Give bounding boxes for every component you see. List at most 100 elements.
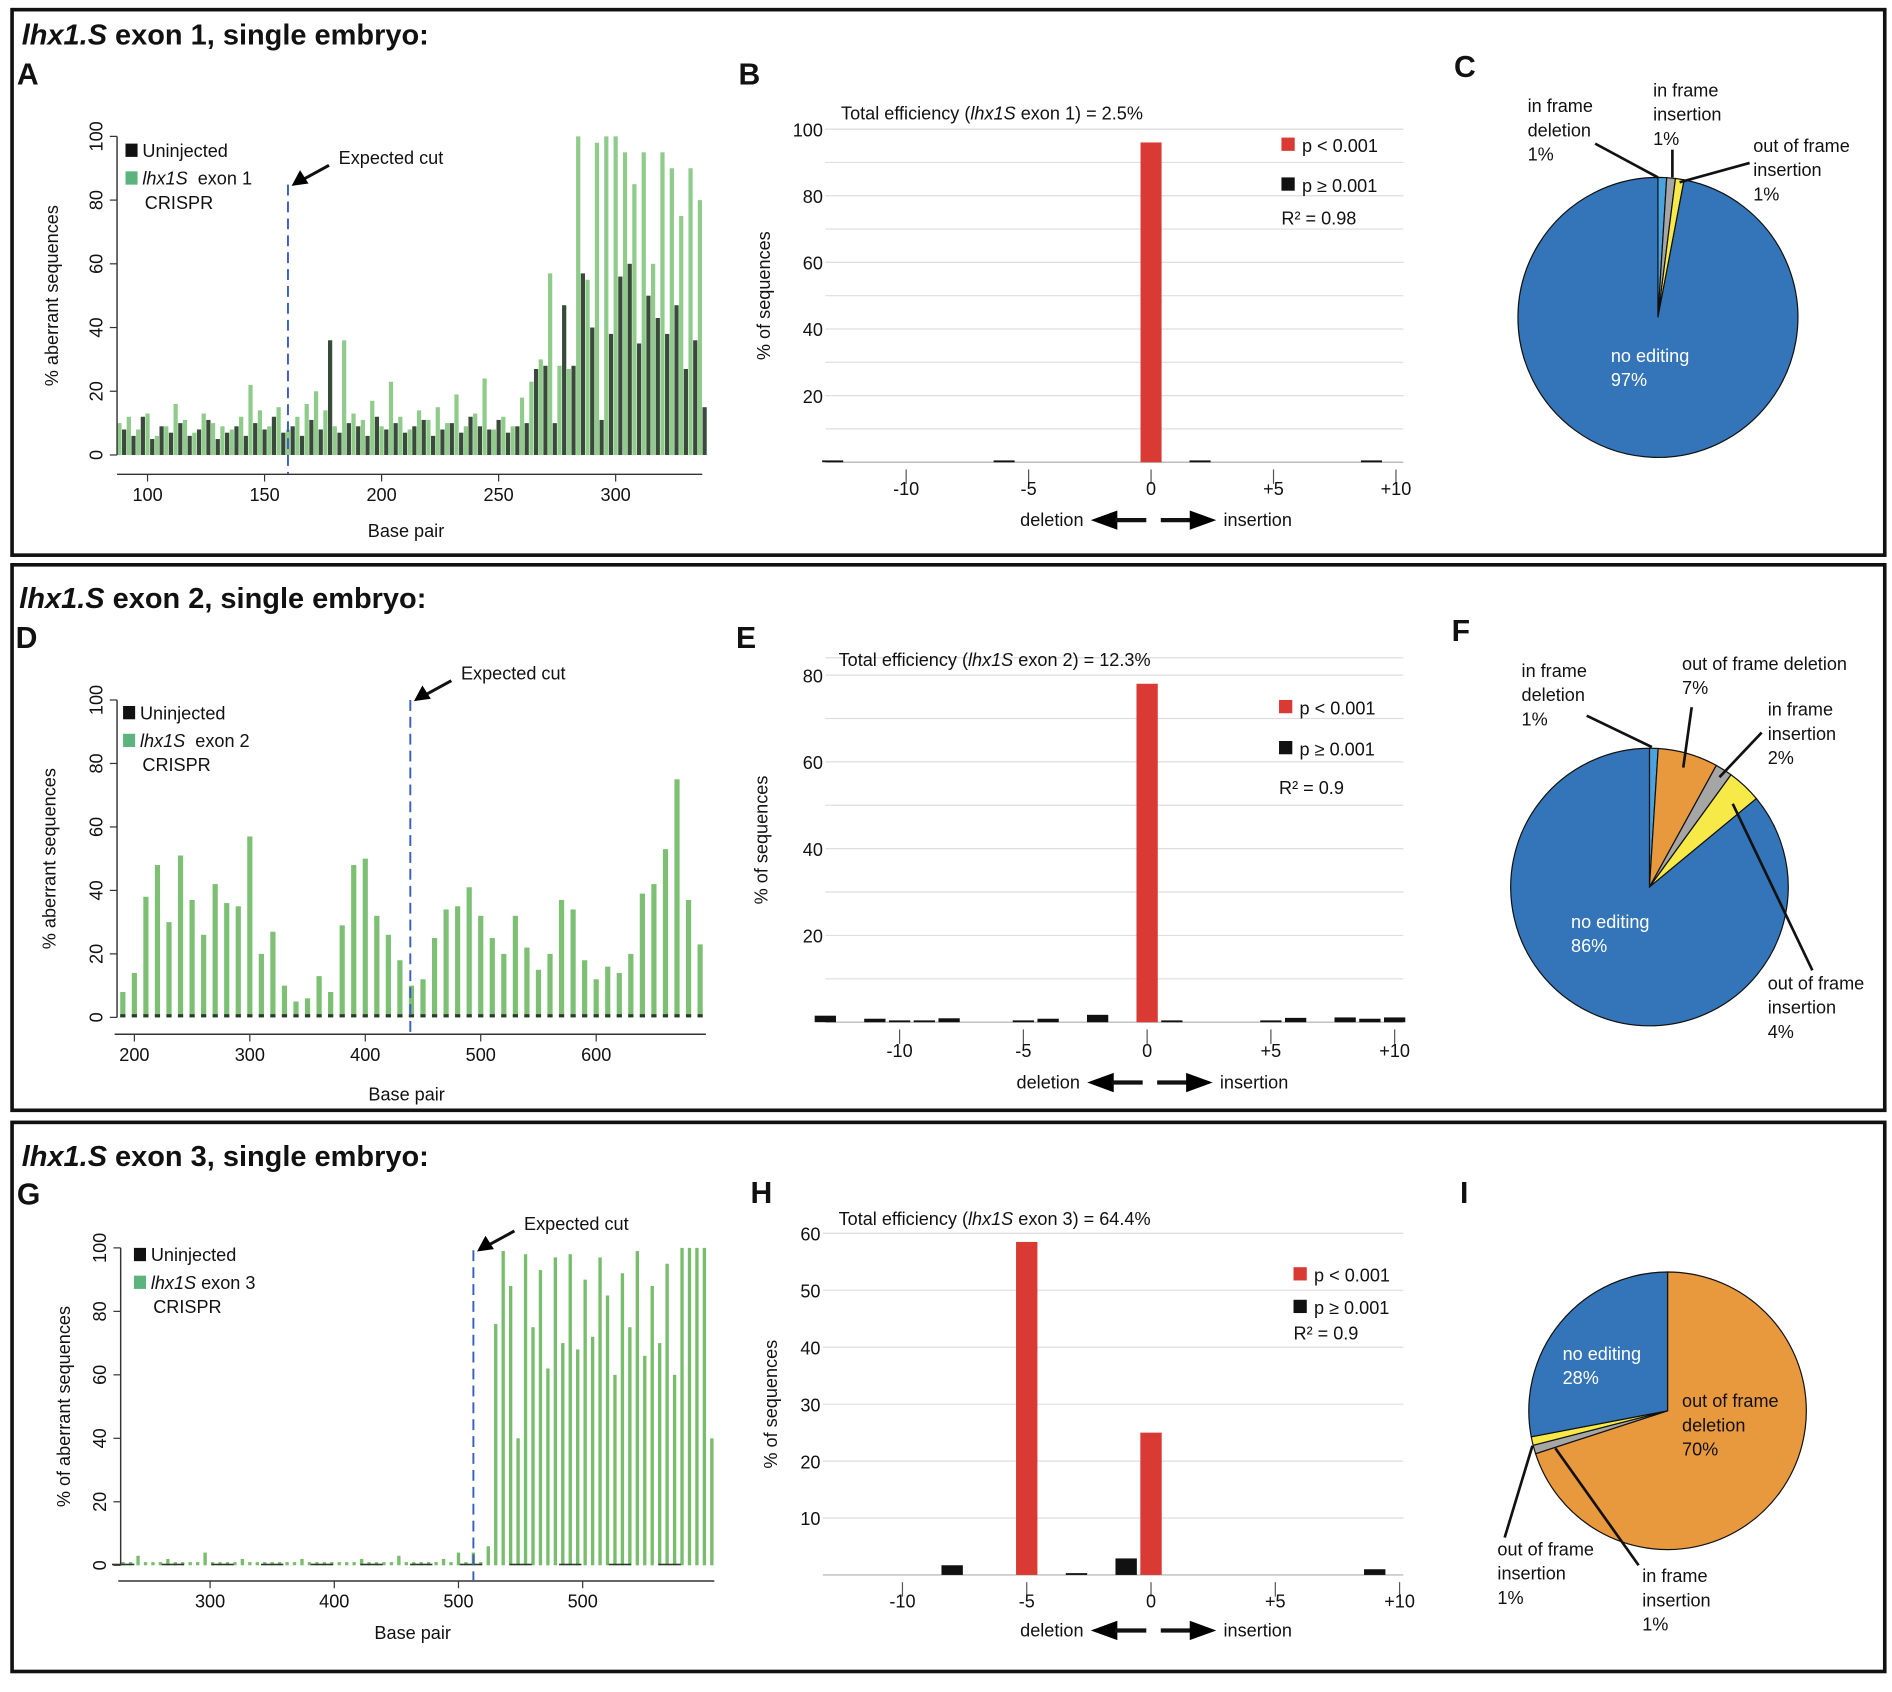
- bar: [486, 1546, 490, 1566]
- bar-significant: [1140, 142, 1162, 463]
- bar: [561, 1343, 565, 1566]
- bar: [478, 915, 484, 1018]
- bar: [402, 432, 408, 455]
- bar: [669, 168, 674, 455]
- bar: [234, 426, 239, 455]
- bar: [491, 429, 497, 455]
- bar: [243, 435, 248, 455]
- bar: [616, 972, 622, 1018]
- section-title-text: exon 1, single embryo:: [107, 20, 429, 52]
- bar: [258, 1014, 264, 1018]
- bar: [570, 1014, 576, 1018]
- bar: [158, 1562, 163, 1566]
- bar: [628, 953, 634, 1018]
- y-tick-label: 100: [87, 685, 107, 715]
- bar: [440, 429, 445, 455]
- x-tick-label: 0: [1146, 479, 1156, 499]
- bar: [215, 439, 220, 455]
- bar: [187, 435, 192, 455]
- bar-not-significant: [1086, 1014, 1109, 1023]
- panel-letter: E: [736, 622, 756, 655]
- pie-chart-F: in frame deletion 1% out of frame deletion 7…: [1510, 654, 1864, 1042]
- bar: [248, 384, 253, 455]
- bar: [120, 1014, 126, 1018]
- y-axis-label: % aberrant sequences: [42, 205, 62, 386]
- y-tick-label: 100: [90, 1233, 110, 1263]
- bar: [384, 429, 389, 455]
- bar: [683, 368, 688, 455]
- chart-title: Total efficiency (lhx1S exon 1) = 2.5%: [841, 103, 1143, 123]
- slice-label: 2%: [1768, 748, 1794, 768]
- bar: [523, 1254, 528, 1566]
- r-squared: R² = 0.9: [1294, 1324, 1359, 1344]
- bar: [494, 1324, 498, 1566]
- bar: [441, 1558, 446, 1566]
- bar: [203, 1552, 207, 1566]
- x-tick-label: 300: [235, 1045, 265, 1065]
- bar: [508, 1285, 513, 1566]
- y-tick-label: 40: [803, 840, 823, 860]
- bar: [553, 1257, 558, 1566]
- slice-label: out of frame deletion: [1682, 654, 1847, 674]
- panel-letter: F: [1452, 615, 1470, 648]
- profile-chart-G: 0 20 40 60 80 100 300 400 500 500 Base pair % of ab…: [54, 1214, 715, 1643]
- bar: [501, 416, 506, 455]
- bar: [182, 419, 188, 455]
- y-tick-label: 20: [803, 927, 823, 947]
- bar: [538, 359, 543, 455]
- slice-label: deletion: [1522, 685, 1585, 705]
- bar: [459, 432, 464, 455]
- title-prefix: Total efficiency (: [839, 1209, 968, 1229]
- bar: [420, 1014, 426, 1018]
- slice-label: insertion: [1768, 724, 1836, 744]
- bar: [339, 925, 345, 1018]
- expected-cut-label: Expected cut: [524, 1214, 629, 1234]
- bar: [281, 1014, 288, 1018]
- bar-not-significant: [822, 460, 844, 463]
- y-tick-label: 80: [87, 753, 107, 773]
- title-gene: lhx1S: [968, 650, 1013, 670]
- bar: [323, 410, 328, 455]
- bar: [397, 1014, 403, 1018]
- slice-label: no editing: [1563, 1344, 1641, 1364]
- y-tick-label: 60: [803, 753, 823, 773]
- profile-chart-D: 0 20 40 60 80 100 200 300 400 500 600 Base pair % ab…: [40, 663, 706, 1105]
- bar: [154, 435, 160, 455]
- bar: [543, 365, 548, 455]
- y-tick-label: 30: [800, 1395, 820, 1415]
- legend-swatch: [1279, 741, 1293, 755]
- bar: [111, 1563, 135, 1566]
- legend-label: Uninjected: [142, 141, 227, 161]
- bar: [307, 1562, 312, 1566]
- bar: [546, 1368, 550, 1566]
- bar: [449, 423, 454, 455]
- bar: [293, 1014, 299, 1018]
- bar: [337, 432, 342, 455]
- bar-not-significant: [1189, 460, 1211, 463]
- bar: [515, 426, 520, 455]
- bar: [651, 1014, 657, 1018]
- bar: [431, 1014, 438, 1018]
- bar: [660, 152, 665, 455]
- pie-slice: [1510, 747, 1789, 1027]
- x-tick-label: -10: [889, 1592, 915, 1612]
- section-title-text: exon 3, single embryo:: [107, 1141, 429, 1173]
- bar: [309, 419, 314, 455]
- y-tick-label: 80: [90, 1301, 110, 1321]
- legend-swatch: [123, 733, 136, 748]
- bar: [276, 407, 281, 455]
- bar: [292, 1562, 297, 1566]
- bar: [639, 1014, 645, 1018]
- bar: [360, 1563, 383, 1566]
- bar-significant: [1136, 683, 1158, 1023]
- bar: [697, 944, 703, 1018]
- leader-line: [1731, 803, 1814, 971]
- bar: [374, 1014, 380, 1018]
- bar: [593, 979, 599, 1018]
- legend-label: lhx1S exon 2: [140, 731, 250, 751]
- legend-gene: lhx1S: [140, 731, 185, 751]
- section-title-exon3: lhx1.S exon 3, single embryo:: [22, 1141, 429, 1173]
- bar: [120, 991, 126, 1018]
- bar: [164, 426, 169, 455]
